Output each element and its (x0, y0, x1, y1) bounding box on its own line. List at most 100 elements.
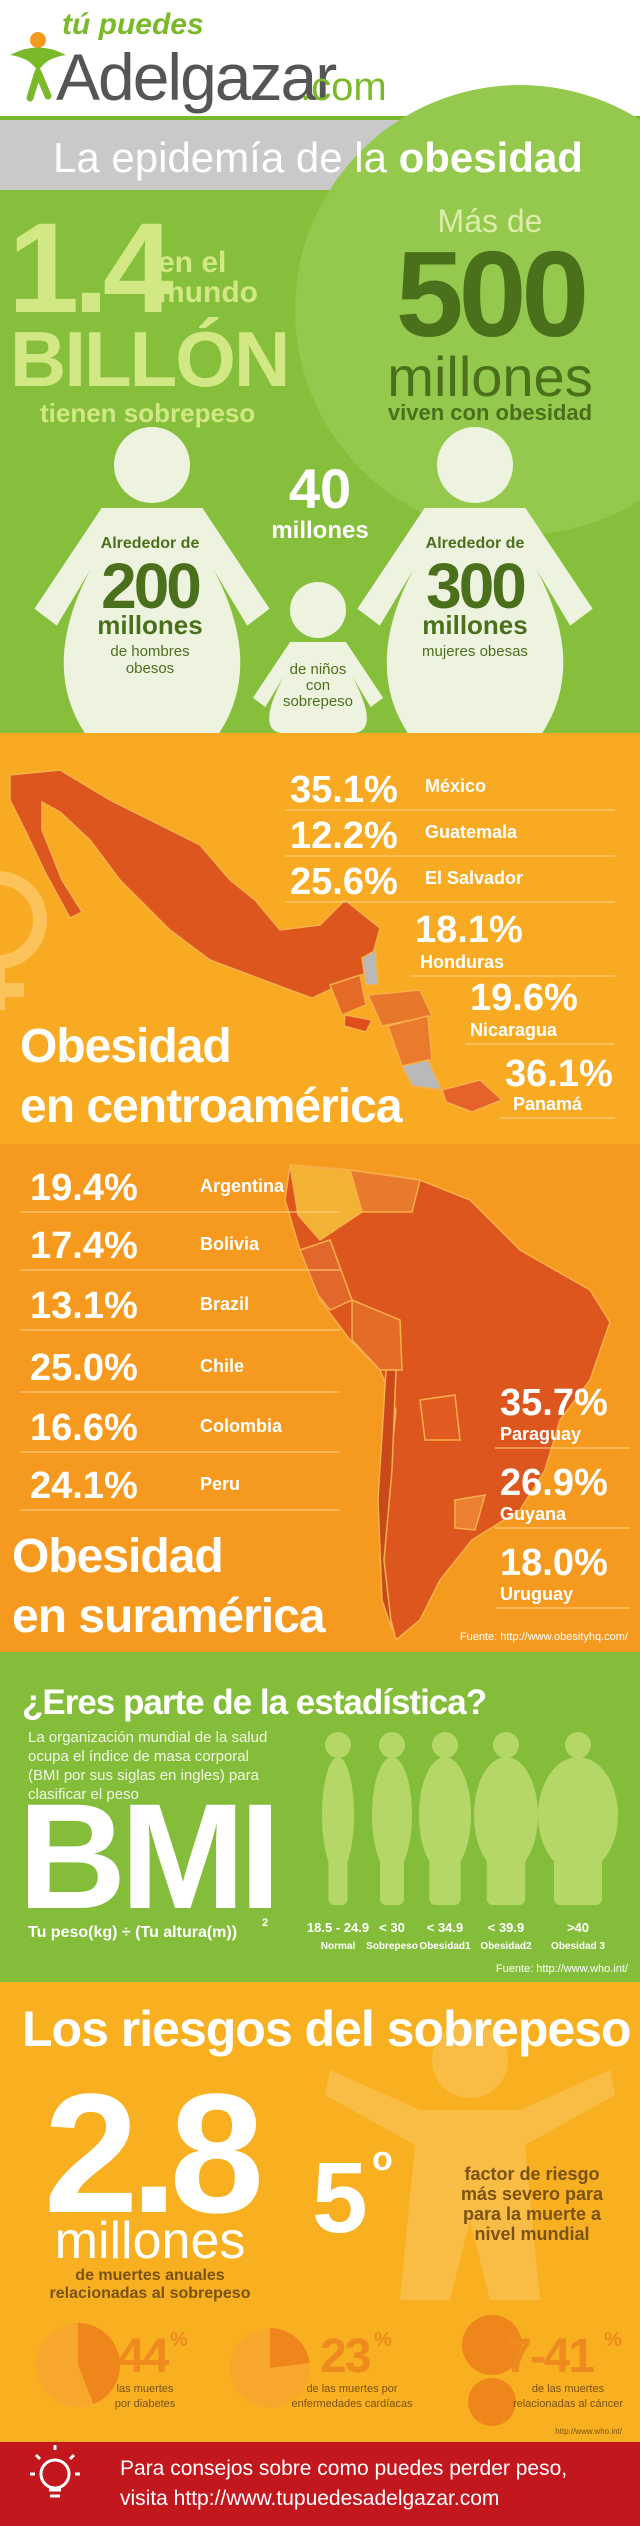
rows-percent: 25.0% (30, 1347, 138, 1389)
path (30, 2445, 80, 2476)
silhouette-men (34, 427, 270, 733)
bmi-question: ¿Eres parte de la estadística? (22, 1683, 486, 1722)
rows-country: Nicaragua (470, 1020, 558, 1040)
body (419, 1757, 471, 1873)
rank-degree: o (372, 2140, 393, 2178)
children-caption: con (306, 677, 330, 694)
rows-percent: 35.1% (290, 769, 398, 811)
categories-range: < 30 (379, 1920, 405, 1935)
shares-caption: enfermedades cardíacas (291, 2398, 413, 2410)
children-number: 40 (289, 457, 351, 520)
body (34, 508, 270, 733)
overweight-caption: tienen sobrepeso (40, 398, 255, 428)
rows-country: Paraguay (500, 1424, 581, 1444)
categories-range: < 39.9 (488, 1920, 525, 1935)
south-america-title: en suramérica (12, 1590, 326, 1643)
rank-caption: para la muerte a (463, 2204, 602, 2224)
body (474, 1757, 538, 1873)
shares-unit: % (604, 2329, 622, 2351)
rows-country: Uruguay (500, 1584, 573, 1604)
rows-percent: 19.4% (30, 1167, 138, 1209)
head (114, 427, 190, 503)
body (322, 1757, 354, 1873)
bmi-exponent: 2 (262, 1917, 268, 1929)
path (299, 1239, 353, 1311)
circle (39, 2458, 71, 2490)
rows-percent: 18.0% (500, 1542, 608, 1584)
rows-percent: 17.4% (30, 1225, 138, 1267)
rows-country: Guatemala (425, 822, 518, 842)
path (387, 1015, 433, 1067)
men-caption: de hombres (110, 643, 189, 660)
bmi-description: clasificar el peso (28, 1786, 139, 1803)
rows-percent: 26.9% (500, 1462, 608, 1504)
rows-percent: 16.6% (30, 1407, 138, 1449)
rows-percent: 36.1% (505, 1053, 613, 1095)
path (49, 2488, 61, 2498)
shares-value: 7-41 (505, 2330, 594, 2383)
rows-percent: 18.1% (415, 909, 523, 951)
bmi-source: Fuente: http://www.who.int/ (496, 1963, 629, 1975)
pie-decor (462, 2315, 522, 2375)
rows-percent: 25.6% (290, 861, 398, 903)
legs (554, 1850, 602, 1905)
banner-title: La epidemía de la obesidad (53, 134, 583, 181)
legs (429, 1850, 461, 1905)
rows-country: México (425, 776, 486, 796)
bmi-description: (BMI por sus siglas en ingles) para (28, 1767, 260, 1784)
head (565, 1732, 591, 1758)
path (441, 1079, 504, 1113)
central-america-title: Obesidad (20, 1020, 231, 1073)
body (372, 1757, 412, 1873)
head (379, 1732, 405, 1758)
rank-caption: más severo para (461, 2184, 604, 2204)
shares-unit: % (170, 2329, 188, 2351)
shares-value: 23 (320, 2330, 370, 2383)
overweight-context: mundo (158, 276, 258, 309)
map-south-america (284, 1164, 611, 1642)
header-rule (0, 116, 640, 120)
path (366, 989, 434, 1027)
rows-country: El Salvador (425, 868, 523, 888)
children-caption: sobrepeso (283, 693, 353, 710)
header-domain: .com (300, 65, 387, 109)
children-caption: de niños (290, 661, 347, 678)
path (26, 68, 52, 102)
body (538, 1757, 618, 1873)
categories-label: Sobrepeso (366, 1941, 418, 1952)
body (252, 642, 384, 733)
central-america-title: en centroamérica (20, 1080, 403, 1133)
head (290, 582, 346, 638)
bmi-description: ocupa el índice de masa corporal (28, 1748, 249, 1765)
pie-slice (270, 2328, 310, 2368)
risks-source: http://www.who.int/ (555, 2427, 622, 2436)
categories-label: Normal (321, 1941, 356, 1952)
rows-percent: 24.1% (30, 1465, 138, 1507)
bmi-figure (372, 1732, 412, 1905)
obese-number: 500 (396, 226, 585, 362)
south-america-source: Fuente: http://www.obesityhq.com/ (460, 1631, 629, 1643)
women-number: 300 (426, 550, 524, 622)
rows-country: Colombia (200, 1416, 283, 1436)
rows-country: Peru (200, 1474, 240, 1494)
pie-slice (78, 2323, 120, 2405)
overweight-context: en el (158, 246, 226, 279)
rows-country: Bolivia (200, 1234, 260, 1254)
female-symbol (0, 871, 47, 1010)
footer-bg (0, 2442, 640, 2526)
rows-country: Brazil (200, 1294, 249, 1314)
categories-label: Obesidad1 (419, 1941, 471, 1952)
rows-country: Honduras (420, 952, 504, 972)
overweight-number: 1.4 (8, 197, 174, 340)
rows-percent: 19.6% (470, 977, 578, 1019)
categories-range: >40 (567, 1920, 589, 1935)
shares-caption: las muertes (117, 2383, 174, 2395)
men-number: 200 (101, 550, 199, 622)
shares-caption: de las muertes por (306, 2383, 397, 2395)
path (343, 1014, 374, 1033)
men-prefix: Alrededor de (101, 535, 200, 552)
banner-light: La epidemía de la (53, 134, 399, 181)
bmi-figure (419, 1732, 471, 1905)
deaths-unit: millones (55, 2212, 246, 2270)
path (9, 769, 381, 999)
